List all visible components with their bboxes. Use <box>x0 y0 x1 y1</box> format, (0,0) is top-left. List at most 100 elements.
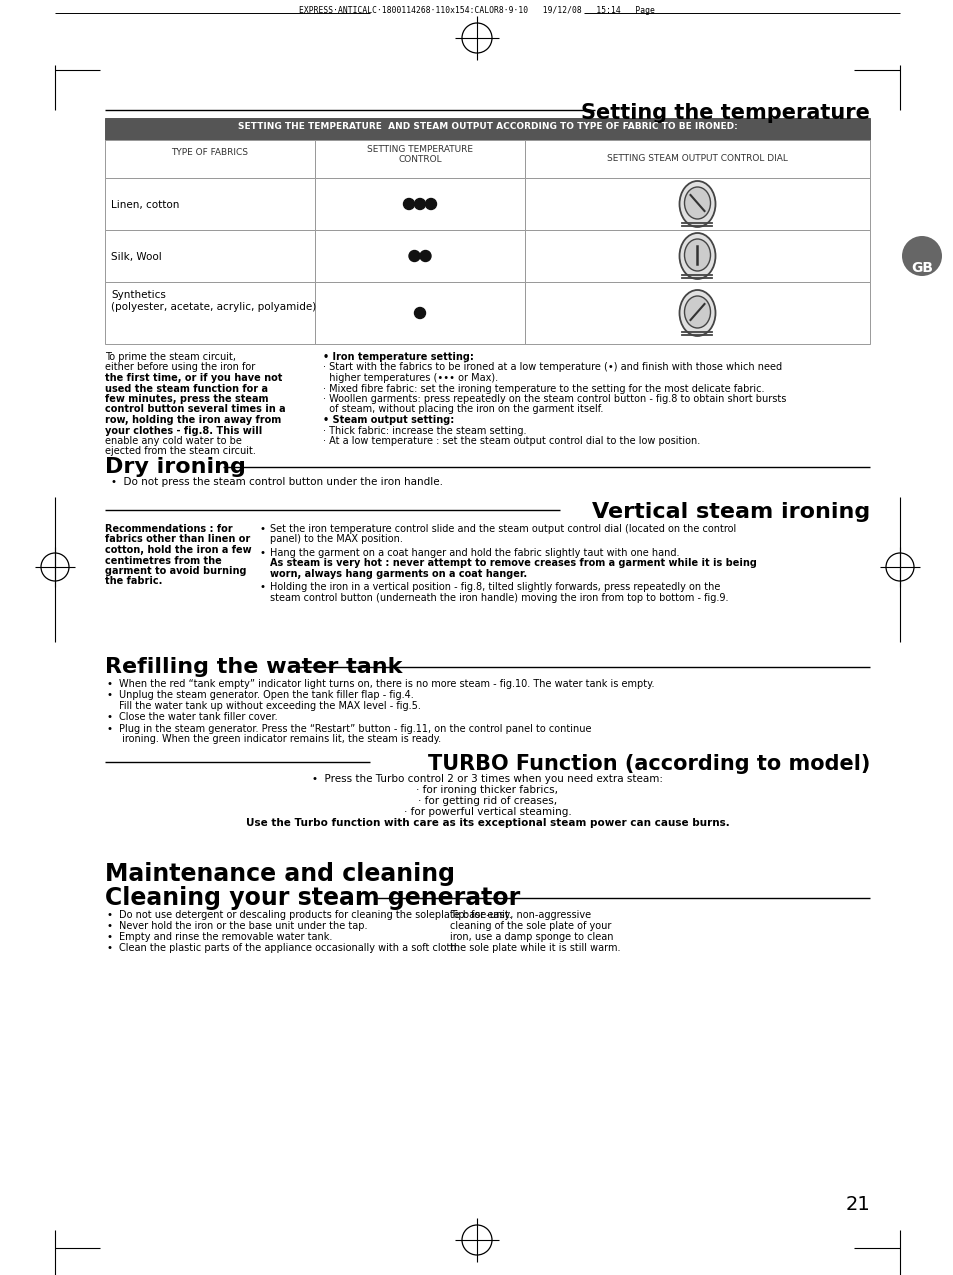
Text: Dry ironing: Dry ironing <box>105 456 246 477</box>
Text: the fabric.: the fabric. <box>105 576 162 587</box>
Text: •: • <box>260 583 266 593</box>
Text: GB: GB <box>910 261 932 275</box>
Text: · Thick fabric: increase the steam setting.: · Thick fabric: increase the steam setti… <box>323 426 526 436</box>
Text: Plug in the steam generator. Press the “Restart” button - fig.11, on the control: Plug in the steam generator. Press the “… <box>119 724 591 734</box>
Circle shape <box>403 199 414 209</box>
Text: When the red “tank empty” indicator light turns on, there is no more steam - fig: When the red “tank empty” indicator ligh… <box>119 680 654 688</box>
Text: your clothes - fig.8. This will: your clothes - fig.8. This will <box>105 426 262 436</box>
Text: SETTING STEAM OUTPUT CONTROL DIAL: SETTING STEAM OUTPUT CONTROL DIAL <box>606 154 787 163</box>
Text: Recommendations : for: Recommendations : for <box>105 524 233 534</box>
Text: Silk, Wool: Silk, Wool <box>111 252 162 261</box>
Circle shape <box>419 250 431 261</box>
Text: · At a low temperature : set the steam output control dial to the low position.: · At a low temperature : set the steam o… <box>323 436 700 446</box>
Text: As steam is very hot : never attempt to remove creases from a garment while it i: As steam is very hot : never attempt to … <box>270 558 756 569</box>
Bar <box>314 282 524 344</box>
Text: •: • <box>107 932 112 942</box>
Text: of steam, without placing the iron on the garment itself.: of steam, without placing the iron on th… <box>323 404 602 414</box>
Text: Never hold the iron or the base unit under the tap.: Never hold the iron or the base unit und… <box>119 921 367 931</box>
Text: steam control button (underneath the iron handle) moving the iron from top to bo: steam control button (underneath the iro… <box>270 593 728 603</box>
Text: · for getting rid of creases,: · for getting rid of creases, <box>417 796 557 806</box>
Text: · Mixed fibre fabric: set the ironing temperature to the setting for the most de: · Mixed fibre fabric: set the ironing te… <box>323 384 763 394</box>
Circle shape <box>414 307 425 319</box>
Text: • Steam output setting:: • Steam output setting: <box>323 414 454 425</box>
Text: Linen, cotton: Linen, cotton <box>111 200 179 210</box>
Text: 21: 21 <box>844 1195 869 1214</box>
Text: TYPE OF FABRICS: TYPE OF FABRICS <box>172 148 248 157</box>
Text: •  Press the Turbo control 2 or 3 times when you need extra steam:: • Press the Turbo control 2 or 3 times w… <box>312 774 662 784</box>
Text: fabrics other than linen or: fabrics other than linen or <box>105 534 250 544</box>
Text: either before using the iron for: either before using the iron for <box>105 362 255 372</box>
Text: (polyester, acetate, acrylic, polyamide): (polyester, acetate, acrylic, polyamide) <box>111 302 315 312</box>
Text: ejected from the steam circuit.: ejected from the steam circuit. <box>105 446 255 456</box>
Text: •: • <box>107 910 112 921</box>
Bar <box>314 179 524 230</box>
Text: Do not use detergent or descaling products for cleaning the soleplate base-unit.: Do not use detergent or descaling produc… <box>119 910 512 921</box>
Text: Set the iron temperature control slide and the steam output control dial (locate: Set the iron temperature control slide a… <box>270 524 736 534</box>
Circle shape <box>901 236 941 275</box>
Text: •: • <box>107 944 112 952</box>
Text: •: • <box>107 713 112 723</box>
Bar <box>524 140 869 178</box>
Text: •: • <box>107 680 112 688</box>
Text: centimetres from the: centimetres from the <box>105 556 221 566</box>
Bar <box>314 140 524 178</box>
Text: iron, use a damp sponge to clean: iron, use a damp sponge to clean <box>450 932 613 942</box>
Text: TURBO Function (according to model): TURBO Function (according to model) <box>427 754 869 774</box>
Text: used the steam function for a: used the steam function for a <box>105 384 268 394</box>
Text: few minutes, press the steam: few minutes, press the steam <box>105 394 268 404</box>
Ellipse shape <box>679 289 715 337</box>
Text: Maintenance and cleaning: Maintenance and cleaning <box>105 862 455 886</box>
Text: •  Do not press the steam control button under the iron handle.: • Do not press the steam control button … <box>111 477 442 487</box>
Text: worn, always hang garments on a coat hanger.: worn, always hang garments on a coat han… <box>270 569 527 579</box>
Text: Vertical steam ironing: Vertical steam ironing <box>591 502 869 521</box>
Text: To prime the steam circuit,: To prime the steam circuit, <box>105 352 235 362</box>
Bar <box>524 282 869 344</box>
Text: Clean the plastic parts of the appliance occasionally with a soft cloth.: Clean the plastic parts of the appliance… <box>119 944 459 952</box>
Text: higher temperatures (••• or Max).: higher temperatures (••• or Max). <box>323 374 497 382</box>
Bar <box>105 230 314 282</box>
Text: the sole plate while it is still warm.: the sole plate while it is still warm. <box>450 944 619 952</box>
Circle shape <box>425 199 436 209</box>
Text: •: • <box>107 921 112 931</box>
Text: Tip: for easy, non-aggressive: Tip: for easy, non-aggressive <box>450 910 591 921</box>
Text: · Start with the fabrics to be ironed at a low temperature (•) and finish with t: · Start with the fabrics to be ironed at… <box>323 362 781 372</box>
Text: enable any cold water to be: enable any cold water to be <box>105 436 242 446</box>
Text: the first time, or if you have not: the first time, or if you have not <box>105 374 282 382</box>
Bar <box>314 230 524 282</box>
Text: •: • <box>260 548 266 558</box>
Ellipse shape <box>679 181 715 227</box>
Text: cotton, hold the iron a few: cotton, hold the iron a few <box>105 544 252 555</box>
Text: control button several times in a: control button several times in a <box>105 404 285 414</box>
Circle shape <box>414 199 425 209</box>
Bar <box>105 140 314 178</box>
Bar <box>105 179 314 230</box>
Text: Hang the garment on a coat hanger and hold the fabric slightly taut with one han: Hang the garment on a coat hanger and ho… <box>270 548 679 558</box>
Circle shape <box>409 250 419 261</box>
Text: Holding the iron in a vertical position - fig.8, tilted slightly forwards, press: Holding the iron in a vertical position … <box>270 583 720 593</box>
Text: Fill the water tank up without exceeding the MAX level - fig.5.: Fill the water tank up without exceeding… <box>119 701 420 711</box>
Text: •: • <box>107 691 112 700</box>
Text: Refilling the water tank: Refilling the water tank <box>105 657 402 677</box>
Text: Cleaning your steam generator: Cleaning your steam generator <box>105 886 519 910</box>
Bar <box>105 119 869 140</box>
Text: Empty and rinse the removable water tank.: Empty and rinse the removable water tank… <box>119 932 332 942</box>
Text: Unplug the steam generator. Open the tank filler flap - fig.4.: Unplug the steam generator. Open the tan… <box>119 691 414 700</box>
Text: Synthetics: Synthetics <box>111 289 166 300</box>
Text: · Woollen garments: press repeatedly on the steam control button - fig.8 to obta: · Woollen garments: press repeatedly on … <box>323 394 785 404</box>
Text: •: • <box>260 524 266 534</box>
Text: • Iron temperature setting:: • Iron temperature setting: <box>323 352 474 362</box>
Ellipse shape <box>679 233 715 279</box>
Text: row, holding the iron away from: row, holding the iron away from <box>105 414 281 425</box>
Text: SETTING TEMPERATURE
CONTROL: SETTING TEMPERATURE CONTROL <box>367 145 473 164</box>
Text: · for powerful vertical steaming.: · for powerful vertical steaming. <box>403 807 571 817</box>
Text: Use the Turbo function with care as its exceptional steam power can cause burns.: Use the Turbo function with care as its … <box>245 819 729 827</box>
Text: panel) to the MAX position.: panel) to the MAX position. <box>270 534 402 544</box>
Text: ironing. When the green indicator remains lit, the steam is ready.: ironing. When the green indicator remain… <box>119 734 440 745</box>
Ellipse shape <box>684 238 710 272</box>
Text: •: • <box>107 724 112 734</box>
Text: cleaning of the sole plate of your: cleaning of the sole plate of your <box>450 921 611 931</box>
Bar <box>524 230 869 282</box>
Text: garment to avoid burning: garment to avoid burning <box>105 566 246 576</box>
Ellipse shape <box>684 296 710 328</box>
Text: EXPRESS·ANTICALC·1800114268·110x154:CALOR8·9·10   19/12/08   15:14   Page: EXPRESS·ANTICALC·1800114268·110x154:CALO… <box>298 6 655 15</box>
